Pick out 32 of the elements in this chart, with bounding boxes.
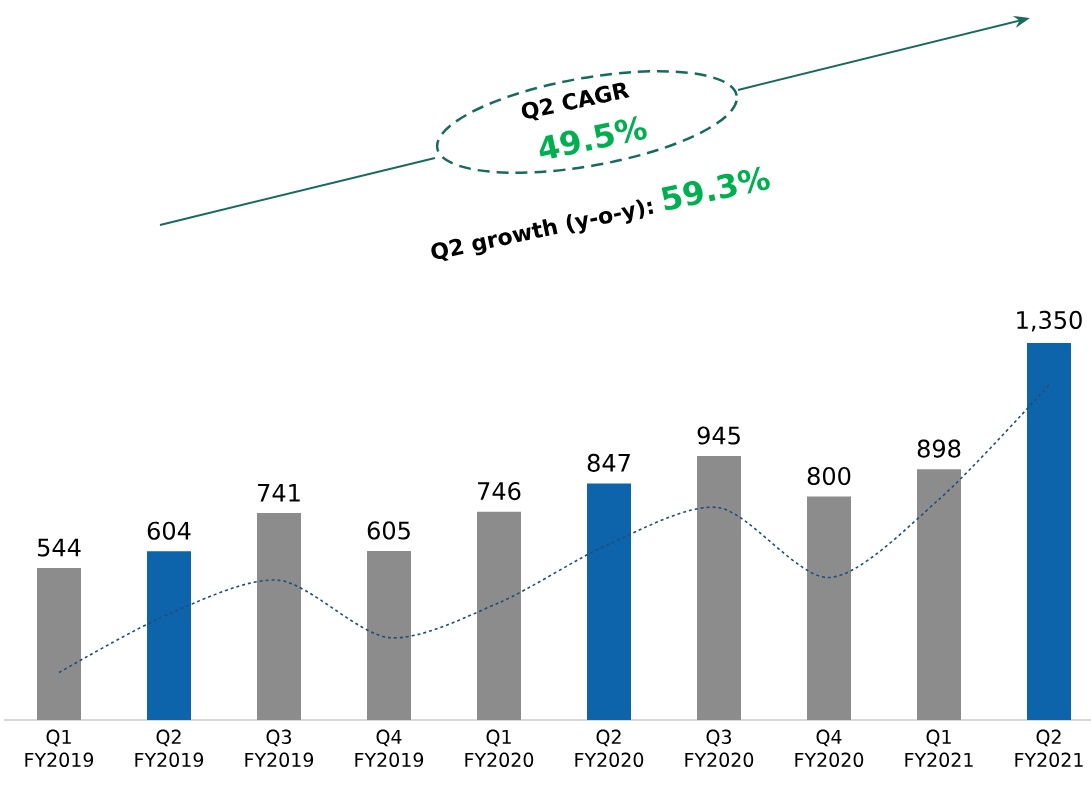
data-label: 800 (807, 466, 851, 486)
data-label: 898 (917, 439, 961, 458)
x-tick-label: Q4 FY2019 (355, 729, 424, 767)
bar (147, 551, 192, 720)
bar (1027, 342, 1072, 720)
x-tick-label: Q1 FY2019 (25, 729, 94, 767)
data-label: 544 (37, 538, 81, 557)
x-tick-label: Q3 FY2019 (245, 729, 314, 767)
x-tick-label: Q2 FY2020 (575, 729, 644, 767)
data-label: 604 (147, 521, 191, 540)
text: Q2 growth (y-o-y): (431, 199, 654, 261)
x-tick-label: Q2 FY2021 (1015, 729, 1083, 767)
bar (37, 568, 82, 720)
text: 59.3% (661, 166, 770, 211)
x-tick-label: Q3 FY2020 (685, 729, 754, 767)
x-tick-label: Q1 FY2020 (465, 729, 534, 767)
data-label: 945 (697, 426, 740, 445)
x-tick-label: Q2 FY2019 (135, 729, 204, 767)
bar (697, 456, 742, 720)
bar (257, 513, 302, 720)
bar (477, 511, 522, 720)
bar (807, 496, 852, 720)
bar (367, 551, 412, 720)
x-tick-label: Q1 FY2021 (905, 729, 973, 767)
x-tick-label: Q4 FY2020 (795, 729, 864, 767)
data-label: 605 (367, 521, 410, 540)
data-label: 1,350 (1017, 310, 1082, 332)
data-label: 741 (258, 484, 300, 502)
data-label: 746 (478, 481, 521, 501)
bar (587, 483, 632, 720)
bar (917, 469, 962, 720)
data-label: 847 (587, 453, 630, 472)
